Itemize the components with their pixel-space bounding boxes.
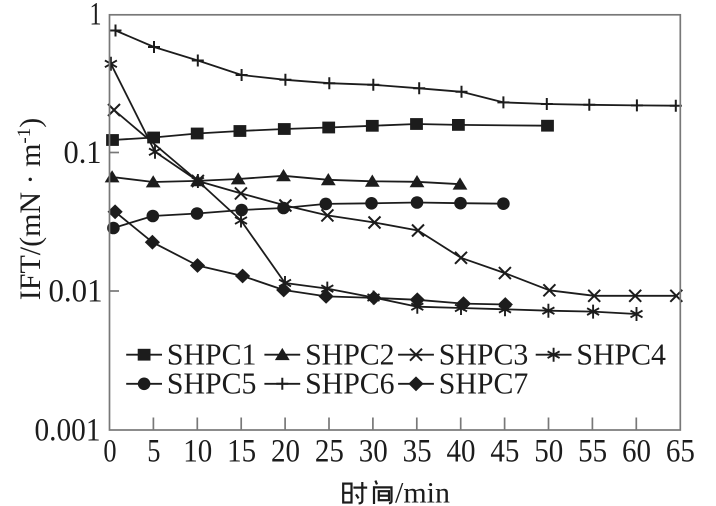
svg-text:30: 30 [359,434,388,470]
svg-text:SHPC3: SHPC3 [439,337,529,372]
svg-text:0.001: 0.001 [35,412,101,448]
svg-text:0.01: 0.01 [49,273,103,309]
svg-text:IFT/(mN · m-1): IFT/(mN · m-1) [14,118,47,300]
svg-text:SHPC5: SHPC5 [167,366,257,401]
svg-text:SHPC4: SHPC4 [576,337,666,372]
svg-text:35: 35 [403,434,432,470]
svg-text:SHPC2: SHPC2 [305,337,395,372]
svg-text:5: 5 [147,434,160,470]
svg-text:25: 25 [315,434,344,470]
svg-text:0.1: 0.1 [64,135,102,171]
svg-text:60: 60 [622,434,651,470]
svg-text:15: 15 [227,434,256,470]
svg-text:1: 1 [90,0,102,32]
svg-text:55: 55 [578,434,607,470]
svg-text:SHPC7: SHPC7 [439,366,529,401]
svg-text:/min: /min [395,477,450,506]
svg-text:SHPC6: SHPC6 [305,366,395,401]
svg-text:50: 50 [534,434,563,470]
svg-text:40: 40 [447,434,476,470]
svg-text:0: 0 [103,434,116,470]
svg-text:10: 10 [183,434,212,470]
svg-text:45: 45 [490,434,519,470]
svg-text:65: 65 [666,434,695,470]
svg-text:20: 20 [271,434,300,470]
svg-text:SHPC1: SHPC1 [167,337,257,372]
